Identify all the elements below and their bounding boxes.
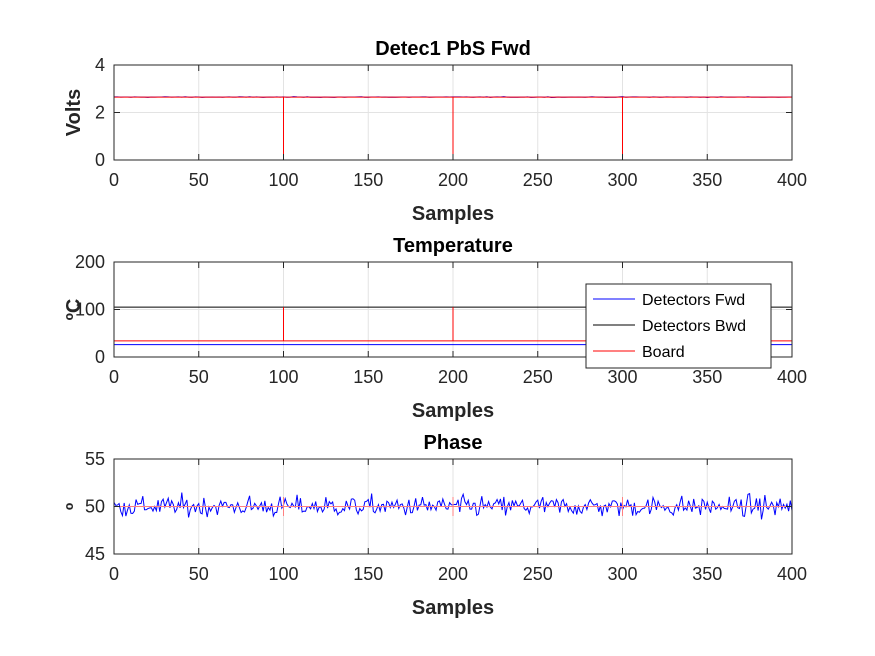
y-tick-label: 0 [95, 150, 105, 170]
x-tick-label: 300 [607, 564, 637, 584]
y-axis-label: ºC [63, 299, 85, 321]
y-axis-label: º [63, 503, 85, 510]
y-tick-label: 4 [95, 55, 105, 75]
x-tick-label: 400 [777, 170, 807, 190]
x-tick-label: 200 [438, 564, 468, 584]
legend-box [585, 283, 772, 369]
x-axis-label: Samples [412, 203, 494, 225]
x-tick-label: 300 [607, 170, 637, 190]
x-tick-label: 400 [777, 367, 807, 387]
y-tick-label: 2 [95, 103, 105, 123]
chart-title: Temperature [393, 235, 513, 257]
x-tick-label: 200 [438, 170, 468, 190]
y-tick-label: 50 [85, 497, 105, 517]
x-tick-label: 150 [353, 170, 383, 190]
y-tick-label: 100 [75, 300, 105, 320]
x-tick-label: 50 [189, 367, 209, 387]
legend: Detectors Fwd Detectors Bwd Board [585, 283, 772, 369]
y-tick-label: 200 [75, 252, 105, 272]
x-tick-label: 50 [189, 170, 209, 190]
chart-panel-3: 0 50 100 150 200 250 300 350 400 45 50 55 Phase Sampl… [63, 432, 807, 619]
chart-title: Phase [424, 432, 483, 454]
x-tick-label: 50 [189, 564, 209, 584]
x-tick-label: 100 [268, 564, 298, 584]
x-tick-label: 350 [692, 564, 722, 584]
x-tick-label: 300 [607, 367, 637, 387]
x-tick-label: 350 [692, 367, 722, 387]
x-tick-label: 100 [268, 367, 298, 387]
x-axis-label: Samples [412, 400, 494, 422]
legend-entry: Detectors Bwd [642, 318, 746, 335]
x-tick-label: 400 [777, 564, 807, 584]
legend-entry: Detectors Fwd [642, 292, 745, 309]
chart-panel-2: 0 50 100 150 200 250 300 350 400 0 100 200 Temperatu… [63, 235, 807, 422]
x-tick-label: 250 [523, 367, 553, 387]
x-tick-label: 150 [353, 367, 383, 387]
legend-entry: Board [642, 344, 685, 361]
y-tick-label: 55 [85, 449, 105, 469]
x-tick-label: 100 [268, 170, 298, 190]
x-tick-label: 0 [109, 170, 119, 190]
chart-title: Detec1 PbS Fwd [375, 38, 531, 60]
y-tick-label: 0 [95, 347, 105, 367]
x-tick-label: 150 [353, 564, 383, 584]
x-tick-label: 250 [523, 564, 553, 584]
x-axis-label: Samples [412, 597, 494, 619]
chart-panel-1: 0 50 100 150 200 250 300 350 400 0 2 4 Detec1 PbS Fw… [63, 38, 807, 225]
x-tick-label: 250 [523, 170, 553, 190]
x-tick-label: 0 [109, 367, 119, 387]
x-tick-label: 0 [109, 564, 119, 584]
x-tick-label: 200 [438, 367, 468, 387]
y-tick-label: 45 [85, 544, 105, 564]
y-axis-label: Volts [63, 89, 85, 136]
x-tick-label: 350 [692, 170, 722, 190]
